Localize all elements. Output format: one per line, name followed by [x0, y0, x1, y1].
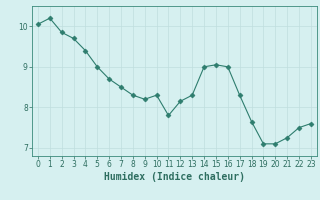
X-axis label: Humidex (Indice chaleur): Humidex (Indice chaleur)	[104, 172, 245, 182]
